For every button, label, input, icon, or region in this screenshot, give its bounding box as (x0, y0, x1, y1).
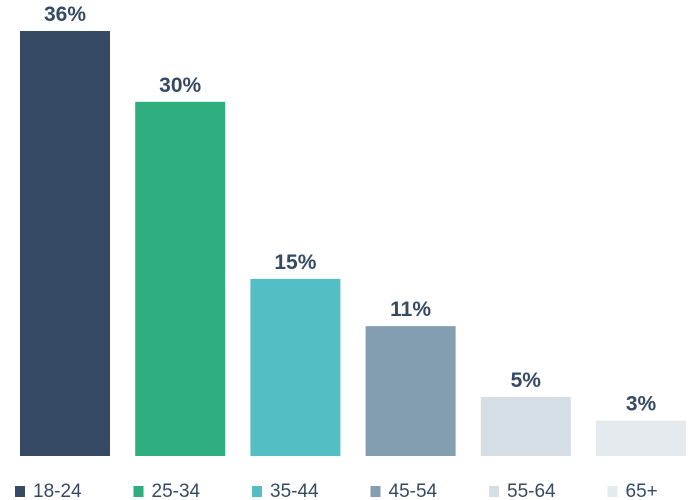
legend-label: 45-54 (389, 481, 438, 500)
legend-label: 35-44 (270, 481, 319, 500)
legend-swatch (607, 486, 618, 497)
bar-25-34 (135, 101, 226, 456)
data-label: 36% (44, 3, 86, 26)
data-label: 30% (159, 74, 201, 97)
legend-swatch (252, 486, 262, 497)
bar-35-44 (250, 278, 341, 456)
bar-65+ (596, 420, 686, 456)
legend-label: 25-34 (152, 481, 201, 500)
legend-label: 65+ (626, 481, 658, 500)
legend-swatch (370, 486, 381, 497)
legend-swatch (133, 486, 144, 497)
bar-18-24 (20, 31, 110, 456)
legend-swatch (489, 486, 499, 497)
data-label: 15% (274, 251, 316, 274)
data-label: 11% (390, 298, 431, 321)
legend-label: 55-64 (507, 481, 556, 500)
data-label: 5% (511, 369, 542, 392)
bar-45-54 (365, 326, 456, 456)
legend-swatch (15, 486, 25, 497)
legend-label: 18-24 (33, 481, 82, 500)
bar-55-64 (480, 396, 571, 456)
data-label: 3% (626, 393, 657, 416)
